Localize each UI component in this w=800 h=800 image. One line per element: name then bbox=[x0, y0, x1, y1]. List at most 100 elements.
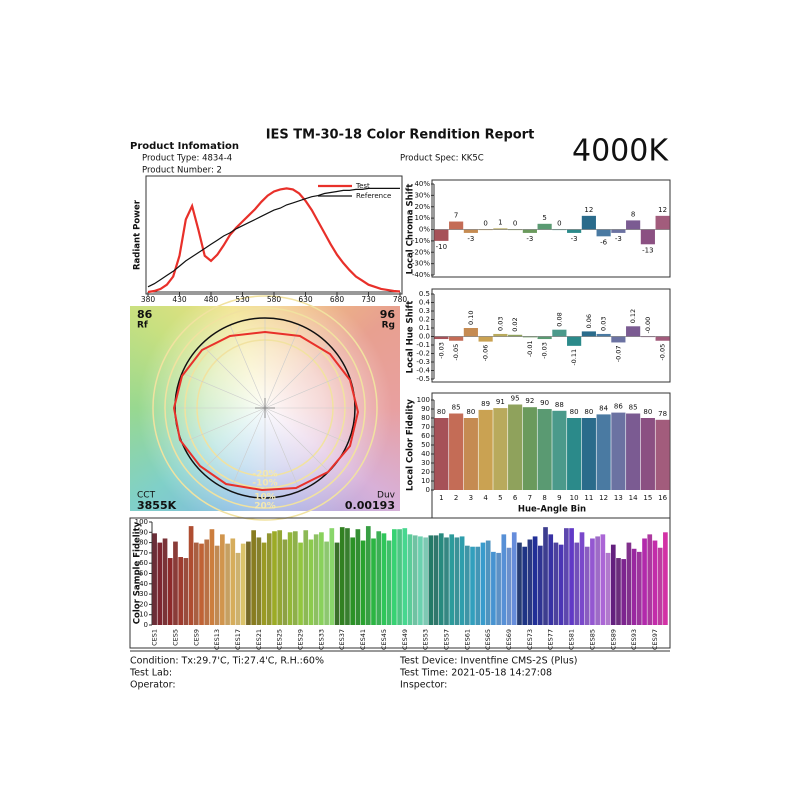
rf-value: 86 bbox=[137, 308, 153, 321]
bar bbox=[444, 537, 449, 625]
value-label: 0.03 bbox=[600, 316, 608, 330]
bar bbox=[636, 551, 642, 625]
bar bbox=[360, 540, 366, 625]
y-tick-label: 0.5 bbox=[419, 290, 430, 298]
value-label: 12 bbox=[584, 206, 593, 214]
bar bbox=[548, 534, 554, 625]
y-tick-label: -0.5 bbox=[416, 375, 430, 383]
y-tick-label: 10 bbox=[139, 611, 148, 619]
bar bbox=[434, 336, 449, 340]
x-tick-label: CES65 bbox=[484, 629, 492, 650]
value-label: 92 bbox=[525, 397, 534, 405]
value-label: 80 bbox=[437, 408, 446, 416]
value-label: 86 bbox=[614, 403, 623, 411]
bar bbox=[282, 539, 288, 625]
bar bbox=[449, 221, 464, 230]
bar bbox=[434, 418, 449, 490]
y-tick-label: 0.0 bbox=[419, 333, 430, 341]
bar bbox=[173, 541, 178, 625]
y-tick-label: 60 bbox=[421, 432, 430, 440]
bar bbox=[600, 534, 606, 625]
bar bbox=[478, 336, 493, 342]
ring-label: 20% bbox=[254, 502, 276, 512]
x-tick-label: CES37 bbox=[338, 629, 346, 650]
bar bbox=[581, 418, 596, 490]
ring-label: -10% bbox=[252, 479, 277, 489]
bar bbox=[652, 540, 658, 625]
value-label: -0.00 bbox=[644, 317, 652, 334]
x-tick-label: CES13 bbox=[213, 629, 221, 650]
value-label: 88 bbox=[555, 401, 564, 409]
bar bbox=[506, 547, 512, 625]
x-tick-label: 580 bbox=[267, 295, 282, 304]
x-tick-label: CES25 bbox=[276, 629, 284, 650]
x-tick-label: CES1 bbox=[151, 629, 159, 646]
x-tick-label: 730 bbox=[361, 295, 376, 304]
chart-frame bbox=[431, 288, 671, 383]
bar bbox=[433, 535, 439, 625]
y-axis-title: Local Color Fidelity bbox=[406, 399, 416, 491]
bar bbox=[558, 544, 564, 625]
rf-label: Rf bbox=[137, 321, 148, 331]
bar bbox=[313, 534, 319, 625]
bar bbox=[595, 536, 600, 625]
x-tick-label: CES49 bbox=[401, 629, 409, 650]
bar bbox=[167, 558, 173, 625]
test-device: Test Device: Inventfine CMS-2S (Plus) bbox=[399, 656, 577, 667]
value-label: 0.10 bbox=[467, 311, 475, 325]
bar bbox=[240, 543, 246, 625]
value-label: -3 bbox=[526, 235, 533, 243]
legend-label: Reference bbox=[356, 192, 391, 200]
y-tick-label: -20% bbox=[412, 248, 430, 256]
y-tick-label: 30 bbox=[421, 459, 430, 467]
bar bbox=[459, 536, 465, 625]
bar bbox=[381, 533, 387, 625]
chart-frame bbox=[431, 179, 671, 278]
test-time: Test Time: 2021-05-18 14:27:08 bbox=[399, 668, 552, 679]
bar bbox=[478, 409, 493, 490]
bar bbox=[493, 408, 508, 490]
bar bbox=[663, 532, 668, 625]
x-tick-label: 430 bbox=[172, 295, 187, 304]
x-tick-label: 10 bbox=[570, 494, 579, 502]
value-label: 8 bbox=[631, 210, 635, 218]
bar bbox=[581, 331, 596, 337]
x-tick-label: 8 bbox=[542, 494, 546, 502]
bar bbox=[626, 413, 641, 490]
x-tick-label: CES89 bbox=[609, 629, 617, 650]
bar bbox=[470, 546, 475, 625]
bar bbox=[553, 542, 559, 625]
bar bbox=[642, 538, 647, 625]
y-tick-label: 20% bbox=[414, 203, 430, 211]
value-label: 80 bbox=[643, 408, 652, 416]
value-label: -3 bbox=[571, 235, 578, 243]
x-tick-label: 1 bbox=[439, 494, 443, 502]
bar bbox=[392, 529, 397, 625]
x-tick-label: CES69 bbox=[505, 629, 513, 650]
product-number: Product Number: 2 bbox=[142, 166, 222, 176]
y-tick-label: 0% bbox=[419, 226, 430, 234]
y-tick-label: 100 bbox=[135, 518, 148, 526]
bar bbox=[220, 534, 225, 625]
bar bbox=[355, 529, 361, 625]
value-label: 90 bbox=[540, 399, 549, 407]
value-label: 85 bbox=[452, 404, 461, 412]
bar bbox=[621, 559, 627, 625]
y-tick-label: 0.2 bbox=[419, 316, 430, 324]
y-tick-label: 0.1 bbox=[419, 324, 430, 332]
bar bbox=[334, 542, 340, 625]
x-tick-label: CES41 bbox=[359, 629, 367, 650]
product-spec: Product Spec: KK5C bbox=[400, 154, 484, 164]
condition: Condition: Tx:29.7'C, Ti:27.4'C, R.H.:60… bbox=[130, 656, 324, 667]
y-tick-label: 0 bbox=[144, 621, 148, 629]
bar bbox=[511, 532, 517, 625]
bar bbox=[339, 527, 345, 625]
bar bbox=[564, 528, 569, 625]
operator: Operator: bbox=[130, 680, 176, 691]
x-tick-label: 14 bbox=[629, 494, 638, 502]
bar bbox=[438, 533, 444, 625]
value-label: -0.05 bbox=[659, 344, 667, 361]
x-tick-label: 630 bbox=[298, 295, 313, 304]
bar bbox=[522, 336, 537, 338]
